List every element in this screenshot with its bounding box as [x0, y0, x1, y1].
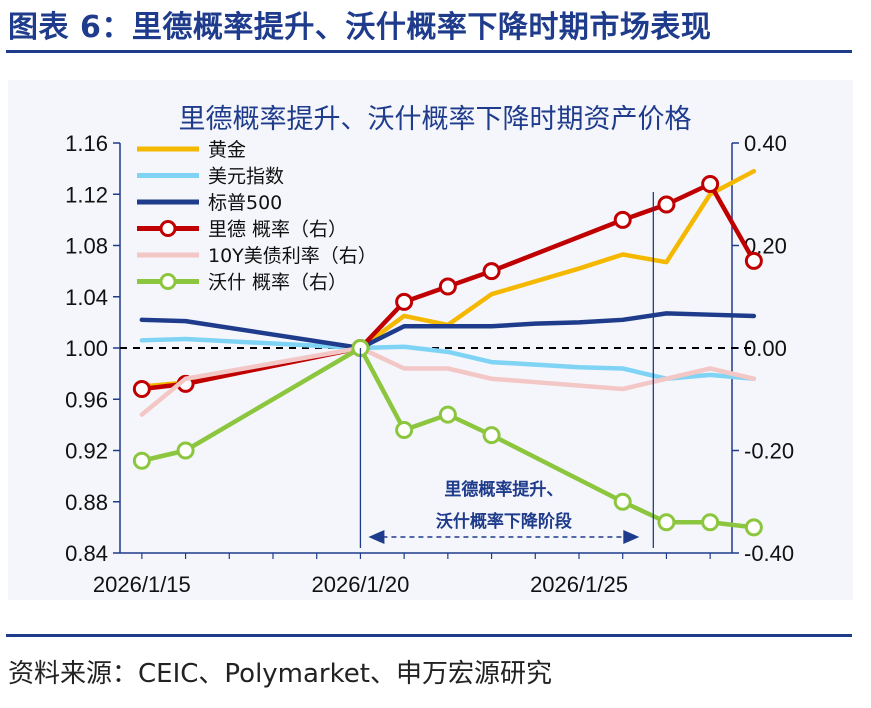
y-left-tick-label: 1.16 — [65, 131, 108, 156]
legend-label: 10Y美债利率（右） — [208, 245, 377, 267]
y-right-tick-label: -0.40 — [744, 541, 794, 566]
phase-arrow-right-head — [623, 530, 640, 544]
title-rule — [6, 50, 852, 53]
series-line-4 — [139, 345, 757, 417]
series-marker-3 — [657, 195, 676, 214]
series-marker-5 — [701, 513, 720, 532]
phase-label-line1: 里德概率提升、 — [444, 479, 563, 500]
chart-title: 里德概率提升、沃什概率下降时期资产价格 — [179, 104, 692, 135]
series-line-5 — [139, 345, 757, 530]
y-left-tick-label: 0.88 — [65, 490, 108, 515]
series-marker-5 — [482, 426, 501, 445]
x-tick-label: 2026/1/15 — [93, 572, 191, 597]
legend-label: 标普500 — [208, 192, 282, 214]
series-marker-3 — [744, 251, 763, 270]
x-tick-label: 2026/1/20 — [311, 572, 409, 597]
legend-label: 黄金 — [208, 139, 246, 161]
series-marker-5 — [613, 492, 632, 511]
legend-label: 美元指数 — [208, 166, 284, 188]
series-marker-5 — [744, 518, 763, 537]
legend-label: 沃什 概率（右） — [208, 272, 347, 294]
series-marker-5 — [657, 513, 676, 532]
legend-label: 里德 概率（右） — [208, 219, 347, 241]
series-marker-3 — [701, 175, 720, 193]
series-line-2 — [139, 311, 757, 351]
y-left-tick-label: 0.92 — [65, 439, 108, 464]
y-right-tick-label: -0.20 — [744, 439, 794, 464]
legend-marker — [159, 273, 177, 290]
y-left-tick-label: 1.04 — [65, 285, 108, 310]
series-marker-3 — [132, 380, 151, 398]
series-line-3 — [139, 181, 757, 392]
phase-label-line2: 沃什概率下降阶段 — [436, 511, 572, 532]
y-left-tick-label: 0.84 — [65, 541, 108, 566]
series-marker-5 — [395, 421, 414, 439]
source-note: 资料来源：CEIC、Polymarket、申万宏源研究 — [8, 659, 552, 689]
y-right-tick-label: 0.00 — [744, 336, 787, 361]
y-left-tick-label: 1.12 — [65, 182, 108, 207]
series-marker-3 — [613, 210, 632, 229]
series-marker-3 — [482, 262, 501, 281]
series-marker-5 — [176, 441, 195, 460]
series-marker-3 — [438, 277, 457, 296]
series-marker-3 — [395, 292, 414, 311]
legend-marker — [159, 220, 177, 237]
series-marker-5 — [132, 451, 151, 470]
y-left-tick-label: 1.08 — [65, 234, 108, 259]
x-tick-label: 2026/1/25 — [530, 572, 628, 597]
figure-title: 图表 6：里德概率提升、沃什概率下降时期市场表现 — [8, 10, 712, 45]
phase-arrow-left-head — [368, 530, 385, 544]
series-marker-5 — [438, 405, 457, 424]
y-left-tick-label: 1.00 — [65, 336, 108, 361]
y-right-tick-label: 0.40 — [744, 131, 787, 156]
source-rule — [6, 634, 852, 637]
y-left-tick-label: 0.96 — [65, 387, 108, 412]
